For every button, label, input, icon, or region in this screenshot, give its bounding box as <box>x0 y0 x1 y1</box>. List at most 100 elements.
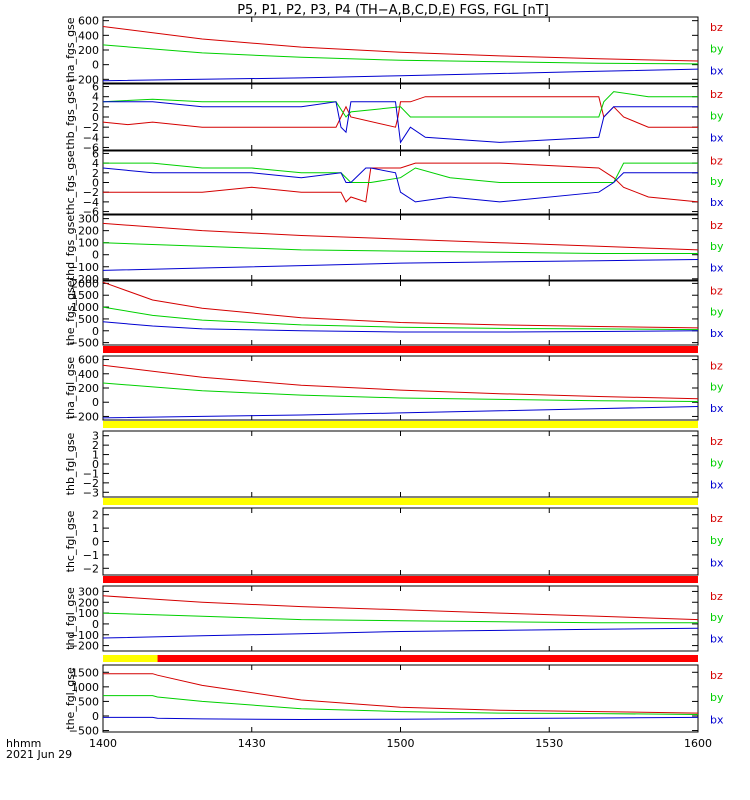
series-bx <box>102 259 699 271</box>
y-tick-label: 1 <box>92 522 99 535</box>
series-by <box>103 695 699 715</box>
y-tick-label: −4 <box>83 196 99 209</box>
x-tick-label: 1600 <box>684 737 712 750</box>
y-tick-label: 0 <box>92 710 99 723</box>
panel-frame <box>102 16 699 84</box>
panel-frame <box>102 280 699 346</box>
panel-frame <box>102 430 699 498</box>
legend-by: by <box>710 457 724 470</box>
series-bz <box>102 364 699 400</box>
series-bx <box>103 716 699 721</box>
legend-by: by <box>710 381 724 394</box>
legend-by: by <box>710 175 724 188</box>
legend-bx: bx <box>710 196 724 209</box>
series-by <box>102 382 699 402</box>
y-tick-label: 4 <box>92 157 99 170</box>
y-axis-label: thd_fgl_gse <box>64 587 77 650</box>
y-tick-label: 400 <box>78 29 99 42</box>
panel-frame <box>102 214 699 281</box>
y-tick-label: 2000 <box>71 277 99 290</box>
y-tick-label: 0 <box>92 458 99 471</box>
legend-by: by <box>710 611 724 624</box>
series-bz <box>102 222 699 251</box>
y-tick-label: −2 <box>83 121 99 134</box>
y-tick-label: 200 <box>78 225 99 238</box>
legend-bz: bz <box>710 590 723 603</box>
panel-8: 210−1−2 thc_fgl_gse bz by bx <box>64 507 724 576</box>
y-tick-label: 600 <box>78 354 99 367</box>
y-tick-label: −500 <box>69 337 99 350</box>
series-bz <box>103 673 699 714</box>
y-tick-label: 400 <box>78 368 99 381</box>
footer-hhmm: hhmm <box>6 737 41 750</box>
x-tick-label: 1430 <box>238 737 266 750</box>
y-tick-label: 6 <box>92 81 99 94</box>
status-bar <box>103 498 698 505</box>
legend-bx: bx <box>710 402 724 415</box>
y-tick-label: 100 <box>78 237 99 250</box>
series-bx <box>102 321 699 333</box>
panel-frame <box>102 664 699 733</box>
legend-bx: bx <box>710 556 724 569</box>
y-tick-label: 1000 <box>71 681 99 694</box>
y-tick-label: 0 <box>92 59 99 72</box>
y-tick-label: −200 <box>69 410 99 423</box>
legend-bx: bx <box>710 262 724 275</box>
series-by <box>102 242 698 254</box>
y-tick-label: −4 <box>83 131 99 144</box>
y-axis-label: thc_fgl_gse <box>64 510 77 572</box>
y-tick-label: 2 <box>92 509 99 522</box>
panel-frame <box>102 355 699 421</box>
y-tick-label: 500 <box>78 313 99 326</box>
legend-bx: bx <box>710 713 724 726</box>
legend-by: by <box>710 306 724 319</box>
series-bx <box>102 627 699 639</box>
y-tick-label: 200 <box>78 596 99 609</box>
legend-by: by <box>710 240 724 253</box>
legend-bx: bx <box>710 64 724 77</box>
y-axis-label: thb_fgs_gse <box>64 84 77 150</box>
y-tick-label: −100 <box>69 629 99 642</box>
legend-bz: bz <box>710 154 723 167</box>
legend-by: by <box>710 534 724 547</box>
y-tick-label: 600 <box>78 15 99 28</box>
y-tick-label: 0 <box>92 111 99 124</box>
status-bar <box>103 655 158 662</box>
series-bz <box>102 595 699 621</box>
y-tick-label: 0 <box>92 618 99 631</box>
legend-bz: bz <box>710 21 723 34</box>
y-tick-label: 300 <box>78 213 99 226</box>
x-tick-label: 1500 <box>387 737 415 750</box>
y-tick-label: −200 <box>69 273 99 286</box>
series-bx <box>102 167 698 203</box>
y-tick-label: 0 <box>92 325 99 338</box>
y-axis-label: thd_fgs_gse <box>64 215 77 281</box>
status-bar <box>103 346 698 353</box>
y-tick-label: −1 <box>83 467 99 480</box>
footer-date: 2021 Jun 29 <box>6 748 72 761</box>
legend-by: by <box>710 43 724 56</box>
x-tick-label: 1400 <box>89 737 117 750</box>
y-tick-label: −100 <box>69 261 99 274</box>
legend-bz: bz <box>710 219 723 232</box>
y-tick-label: 0 <box>92 177 99 190</box>
y-tick-label: −6 <box>83 141 99 154</box>
legend-bx: bx <box>710 633 724 646</box>
y-tick-label: −1 <box>83 549 99 562</box>
series-bx <box>102 68 699 82</box>
legend-bz: bz <box>710 669 723 682</box>
legend-by: by <box>710 691 724 704</box>
y-tick-label: 1000 <box>71 301 99 314</box>
legend-bz: bz <box>710 88 723 101</box>
series-by <box>102 612 698 624</box>
legend-bz: bz <box>710 512 723 525</box>
series-by <box>102 306 699 331</box>
y-tick-label: 1 <box>92 449 99 462</box>
legend-by: by <box>710 110 724 123</box>
